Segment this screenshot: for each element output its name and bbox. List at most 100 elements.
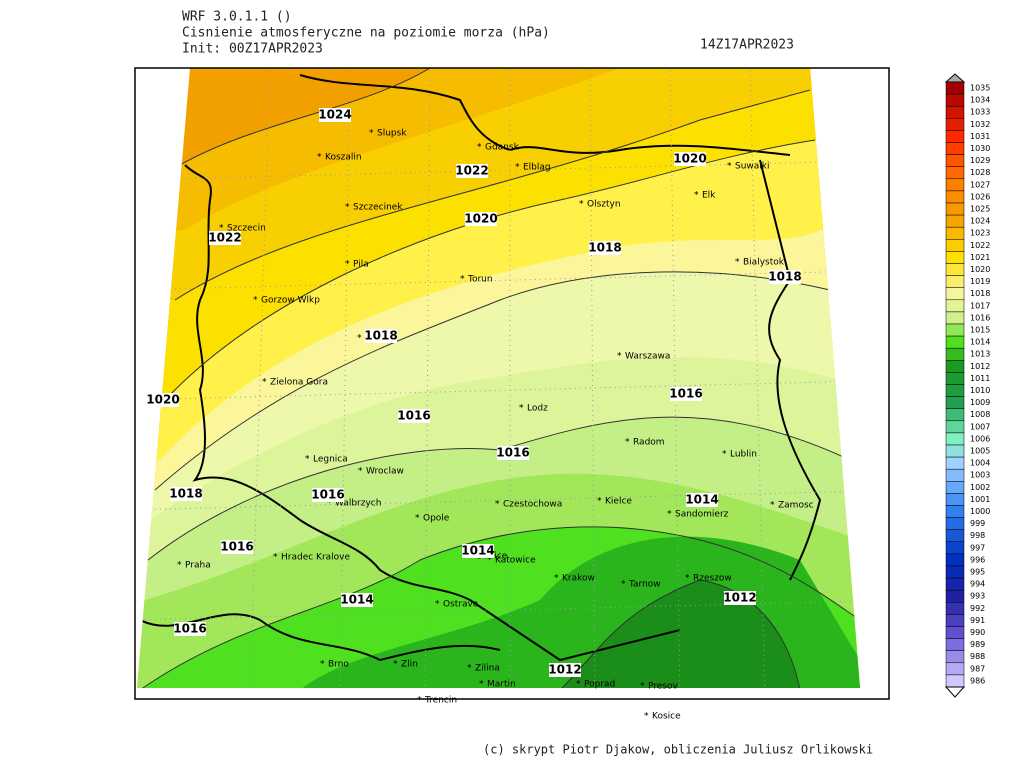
city-marker: * [460,275,465,285]
colorbar-swatch [945,650,965,664]
city-label: Bialystok [743,258,785,268]
colorbar-swatch [945,251,965,264]
city-marker: * [519,404,524,414]
city-label: Brno [328,660,349,670]
city-label: Suwalki [735,162,770,172]
colorbar-label: 1023 [970,229,990,238]
colorbar-swatch [945,602,965,615]
colorbar-swatch [945,565,965,579]
colorbar-label: 1001 [970,495,990,504]
colorbar-swatch [945,335,965,349]
city-label: Lublin [730,450,757,460]
city-label: Koszalin [325,153,362,163]
contour-label: 1022 [208,231,241,245]
city-marker: * [467,664,472,674]
colorbar-swatch [945,239,965,252]
contour-label-bg [456,164,488,178]
city-marker: * [735,258,740,268]
city-marker: * [320,660,325,670]
city-label: Ostrava [443,600,478,610]
city-label: Pila [353,260,369,270]
colorbar-label: 1025 [970,205,990,214]
city-marker: * [393,660,398,670]
city-marker: * [722,450,727,460]
footer: (c) skrypt Piotr Djakow, obliczenia Juli… [483,743,873,757]
contour-label-bg [312,488,344,502]
contour-label: 1022 [455,164,488,178]
colorbar-label: 1017 [970,301,990,310]
contour-label-bg [174,622,206,636]
colorbar-swatch [945,396,965,409]
colorbar-swatch [945,529,965,543]
colorbar-label: 1034 [970,96,990,105]
colorbar-label: 989 [970,640,985,649]
colorbar-swatch [945,577,965,591]
colorbar-label: 999 [970,519,985,528]
city-label: Gdansk [485,143,520,153]
city-label: Rzeszow [693,574,732,584]
colorbar-swatch [945,662,965,676]
city-label: Czestochowa [503,500,562,510]
city-label: Kosice [652,712,681,722]
city-label: Tarnow [628,580,661,590]
contour-label-bg [462,544,494,558]
colorbar-swatch [945,481,965,494]
colorbar-label: 1012 [970,362,990,371]
colorbar-swatch [945,553,965,567]
colorbar-label: 1003 [970,471,990,480]
city-marker: * [435,600,440,610]
colorbar-swatch [945,505,965,518]
city-marker: * [554,574,559,584]
colorbar-label: 1019 [970,277,990,286]
city-label: Sandomierz [675,510,729,520]
city-label: Presov [648,682,679,692]
contour-label: 1018 [364,329,397,343]
colorbar-arrow-bottom [944,686,966,698]
colorbar-arrow-top [944,73,966,83]
city-marker: * [253,296,258,306]
contour-label-bg [724,591,756,605]
contour-label-bg [147,393,179,407]
city-marker: * [770,501,775,511]
city-marker: * [479,680,484,690]
colorbar-label: 1006 [970,434,990,443]
city-marker: * [617,352,622,362]
city-marker: * [415,514,420,524]
colorbar-swatch [945,287,965,301]
colorbar-swatch [945,323,965,337]
colorbar-swatch [945,226,965,240]
colorbar-swatch [945,468,965,482]
contour-label-bg [670,387,702,401]
colorbar-swatch [945,275,965,288]
colorbar-swatch [945,105,965,119]
contour-label: 1012 [548,663,581,677]
city-marker: * [727,162,732,172]
city-marker: * [579,200,584,210]
colorbar-label: 1028 [970,168,990,177]
colorbar-swatch [945,130,965,143]
colorbar-label: 1002 [970,483,990,492]
colorbar-label: 1004 [970,459,990,468]
colorbar-label: 1013 [970,350,990,359]
colorbar-label: 987 [970,664,985,673]
city-marker: * [219,224,224,234]
colorbar-label: 1007 [970,422,990,431]
city-marker: * [345,260,350,270]
contour-label: 1016 [220,540,253,554]
contour-label: 1016 [669,387,702,401]
contour-label: 1016 [397,409,430,423]
colorbar-swatch [945,154,965,167]
colorbar-swatch [945,202,965,216]
colorbar-label: 991 [970,616,985,625]
colorbar-label: 986 [970,676,985,685]
city-marker: * [694,191,699,201]
colorbar-label: 1005 [970,447,990,456]
colorbar-label: 1000 [970,507,990,516]
colorbar-label: 1026 [970,192,990,201]
city-label: Warszawa [625,352,670,362]
city-marker: * [357,334,362,344]
colorbar-swatch [945,311,965,325]
contour-label: 1018 [588,241,621,255]
contour-label-bg [497,446,529,460]
city-marker: * [644,712,649,722]
